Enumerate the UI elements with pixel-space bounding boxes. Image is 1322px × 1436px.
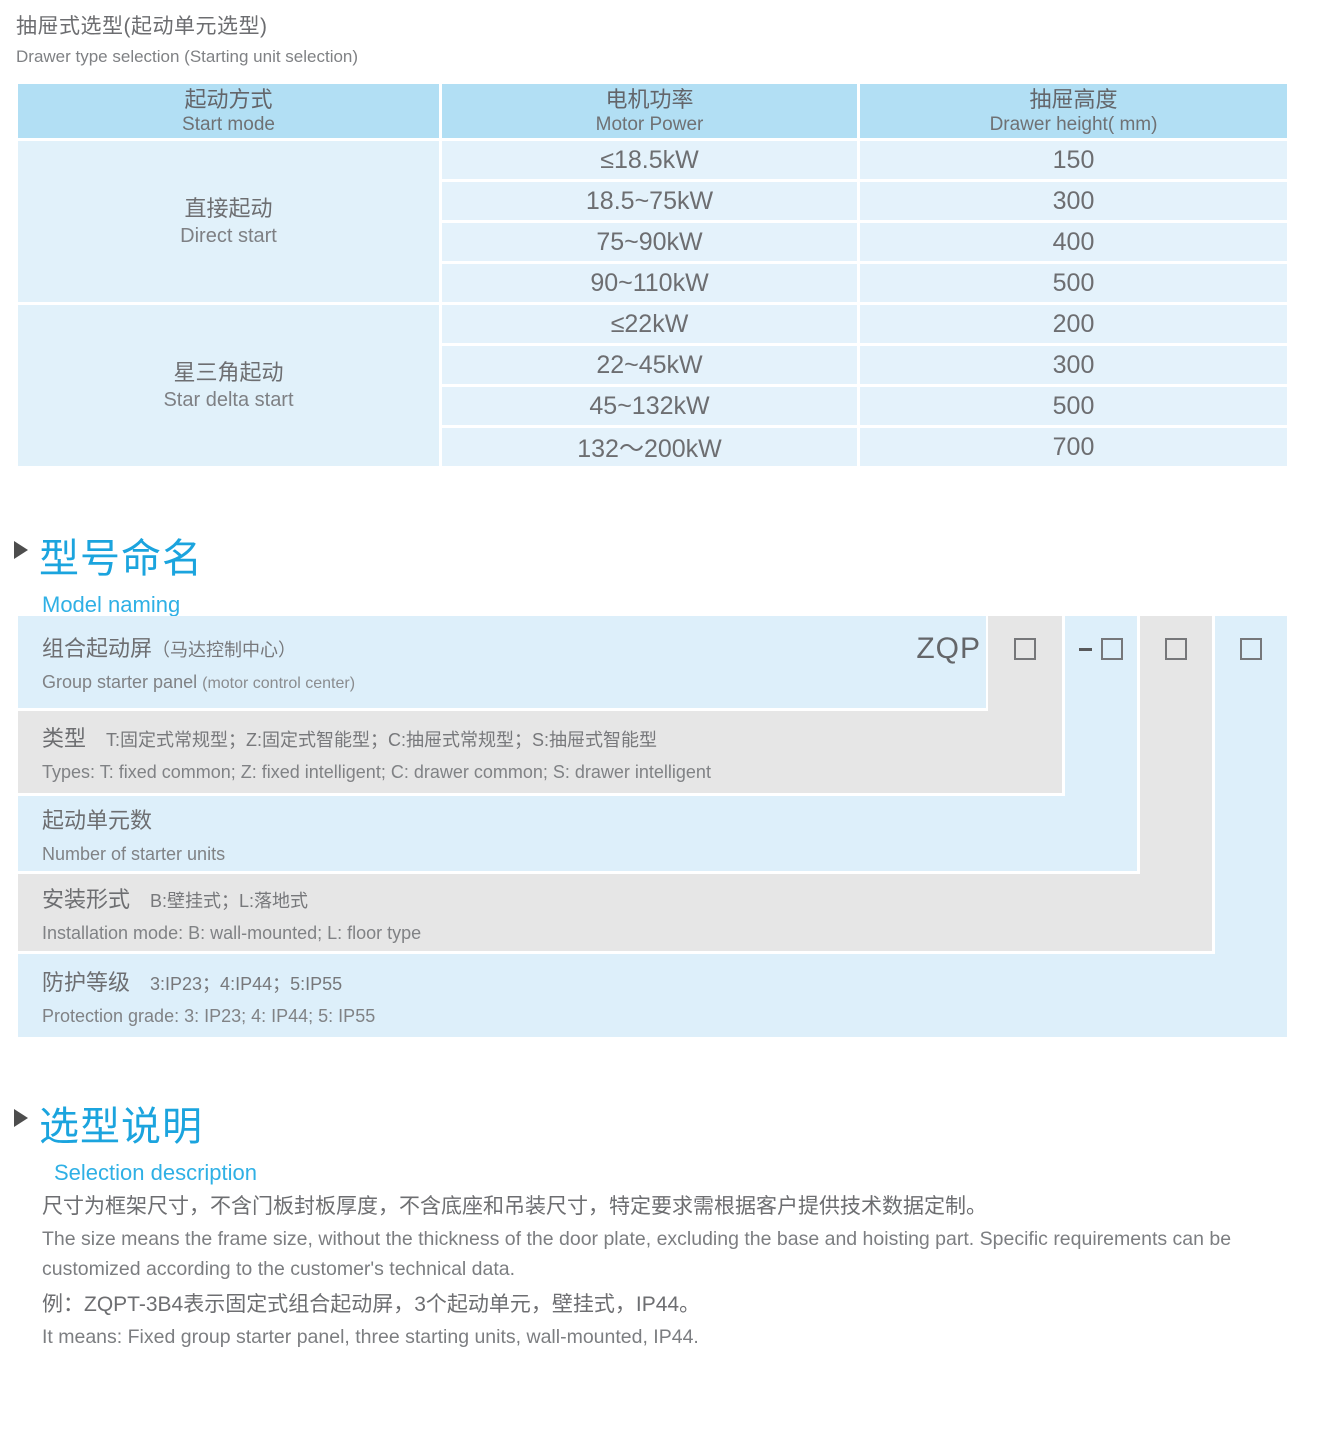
naming-row-starter-units: 起动单元数 Number of starter units [18, 796, 1137, 871]
description-example-en: It means: Fixed group starter panel, thr… [42, 1326, 699, 1348]
selection-description-text: 尺寸为框架尺寸，不含门板封板厚度，不含底座和吊装尺寸，特定要求需根据客户提供技术… [42, 1190, 1294, 1352]
row-label-en: Protection grade: 3: IP23; 4: IP44; 5: I… [42, 1005, 376, 1026]
row-label-cn: 防护等级 [42, 969, 131, 995]
height-cell: 200 [860, 305, 1287, 343]
power-cell: ≤18.5kW [442, 141, 857, 179]
height-cell: 300 [860, 346, 1287, 384]
height-cell: 500 [860, 387, 1287, 425]
header-en: Start mode [182, 113, 275, 135]
model-naming-diagram: 组合起动屏（马达控制中心） Group starter panel (motor… [18, 616, 1287, 1037]
header-en: Drawer height( mm) [989, 113, 1158, 135]
model-code-prefix: ZQP [916, 632, 981, 665]
page-title-cn: 抽屉式选型(起动单元选型) [16, 15, 268, 38]
naming-column-units [1065, 616, 1137, 871]
row-detail-cn: B:壁挂式；L:落地式 [150, 890, 309, 911]
start-mode-cell-star-delta: 星三角起动 Star delta start [18, 305, 439, 466]
section-heading-model-naming: 型号命名 Model naming [14, 526, 203, 618]
row-label-en-note: (motor control center) [202, 675, 356, 692]
naming-column-installation [1140, 616, 1212, 951]
row-label-en: Installation mode: B: wall-mounted; L: f… [42, 922, 422, 943]
header-en: Motor Power [595, 113, 704, 135]
naming-column-type [988, 616, 1062, 793]
section-marker-icon [14, 1109, 28, 1127]
naming-row-types: 类型 T:固定式常规型；Z:固定式智能型；C:抽屉式常规型；S:抽屉式智能型 Ty… [18, 711, 1062, 793]
power-cell: ≤22kW [442, 305, 857, 343]
naming-column-protection [1215, 616, 1287, 1037]
column-header-motor-power: 电机功率 Motor Power [442, 84, 857, 138]
description-note-cn: 尺寸为框架尺寸，不含门板封板厚度，不含底座和吊装尺寸，特定要求需根据客户提供技术… [42, 1195, 987, 1218]
row-detail-cn: T:固定式常规型；Z:固定式智能型；C:抽屉式常规型；S:抽屉式智能型 [106, 730, 658, 750]
row-label-cn-note: （马达控制中心） [152, 640, 297, 660]
row-detail-cn: 3:IP23；4:IP44；5:IP55 [150, 973, 343, 994]
mode-cn: 直接起动 [184, 195, 273, 221]
row-label-cn: 组合起动屏 [42, 636, 153, 661]
power-cell: 90~110kW [442, 264, 857, 302]
column-header-drawer-height: 抽屉高度 Drawer height( mm) [860, 84, 1287, 138]
page-title-block: 抽屉式选型(起动单元选型) Drawer type selection (Sta… [16, 10, 358, 67]
power-cell: 18.5~75kW [442, 182, 857, 220]
power-cell: 45~132kW [442, 387, 857, 425]
header-cn: 电机功率 [605, 86, 694, 112]
page-title-en: Drawer type selection (Starting unit sel… [16, 47, 359, 66]
row-label-en: Group starter panel [42, 672, 198, 692]
column-header-start-mode: 起动方式 Start mode [18, 84, 439, 138]
height-cell: 500 [860, 264, 1287, 302]
mode-en: Star delta start [163, 388, 294, 411]
power-cell: 132～200kW [442, 428, 857, 466]
section-title-cn: 型号命名 [39, 537, 203, 581]
mode-en: Direct start [180, 224, 277, 247]
naming-row-group-starter-panel: 组合起动屏（马达控制中心） Group starter panel (motor… [18, 616, 986, 708]
height-cell: 150 [860, 141, 1287, 179]
code-placeholder-box [1014, 638, 1036, 660]
height-cell: 300 [860, 182, 1287, 220]
section-heading-selection-description: 选型说明 Selection description [14, 1094, 257, 1186]
header-cn: 起动方式 [184, 86, 273, 112]
description-example-cn: 例：ZQPT-3B4表示固定式组合起动屏，3个起动单元，壁挂式，IP44。 [42, 1293, 701, 1316]
code-placeholder-box [1101, 638, 1123, 660]
row-label-cn: 安装形式 [42, 886, 131, 912]
row-label-en: Number of starter units [42, 843, 226, 864]
height-cell: 400 [860, 223, 1287, 261]
hyphen-icon [1079, 648, 1092, 651]
height-cell: 700 [860, 428, 1287, 466]
mode-cn: 星三角起动 [173, 359, 284, 385]
row-label-cn: 起动单元数 [42, 807, 153, 833]
row-label-en: Types: T: fixed common; Z: fixed intelli… [42, 762, 711, 782]
section-title-cn: 选型说明 [39, 1105, 203, 1149]
description-note-en: The size means the frame size, without t… [42, 1228, 1232, 1280]
naming-row-protection-grade: 防护等级 3:IP23；4:IP44；5:IP55 Protection grad… [18, 954, 1287, 1037]
section-marker-icon [14, 541, 28, 559]
naming-row-installation-mode: 安装形式 B:壁挂式；L:落地式 Installation mode: B: wa… [18, 874, 1212, 951]
code-placeholder-box [1240, 638, 1262, 660]
row-label-cn: 类型 [42, 726, 87, 751]
code-placeholder-box [1165, 638, 1187, 660]
start-mode-cell-direct: 直接起动 Direct start [18, 141, 439, 302]
power-cell: 22~45kW [442, 346, 857, 384]
section-title-en: Model naming [42, 592, 181, 617]
header-cn: 抽屉高度 [1029, 86, 1118, 112]
power-cell: 75~90kW [442, 223, 857, 261]
section-title-en: Selection description [54, 1160, 258, 1185]
drawer-selection-table: 起动方式 Start mode 电机功率 Motor Power 抽屉高度 Dr… [18, 84, 1287, 466]
